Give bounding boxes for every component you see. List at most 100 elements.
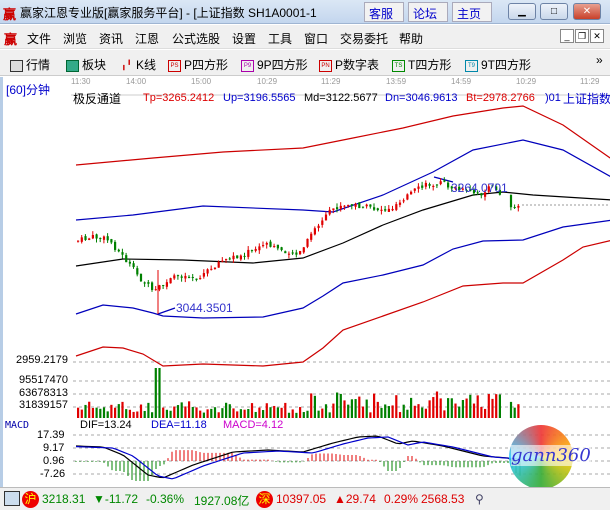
volume-axis-label: 95517470 [19,374,68,386]
mdi-restore-button[interactable]: ❐ [575,29,589,43]
volume-bar [428,400,431,418]
sz-index: 10397.05 [276,492,327,506]
volume-bar [435,391,439,418]
chart-panel[interactable]: [60]分钟 11:30 14:00 15:00 10:29 11:29 13:… [0,77,610,489]
mdi-close-button[interactable]: ✕ [590,29,604,43]
toolbar-9t-square[interactable]: T9 9T四方形 [465,56,531,73]
candle-body [250,250,254,252]
candle-body [91,235,94,239]
menu-file[interactable]: 文件 [27,32,52,46]
volume-bar [406,409,409,418]
menu-trade[interactable]: 交易委托 [340,32,389,46]
menu-formula[interactable]: 公式选股 [172,32,221,46]
menu-help[interactable]: 帮助 [399,32,424,46]
toolbar-label: 板块 [82,58,107,72]
symbol-name: 上证指数 [563,92,610,106]
sh-percent: -0.36% [146,492,185,506]
forum-link[interactable]: 论坛 [408,2,448,22]
candle-body [132,263,135,268]
volume-bar [258,407,261,418]
candle-body [461,188,464,190]
tp-band-line [75,105,610,166]
toolbar-more-icon[interactable]: » [596,53,603,67]
volume-bar [306,410,309,418]
period-label[interactable]: [60]分钟 [6,83,51,97]
mdi-minimize-button[interactable]: _ [560,29,574,43]
volume-bar [125,409,128,418]
candle-body [106,236,109,241]
candle-body [495,186,498,191]
calendar-icon[interactable] [4,491,20,506]
close-button[interactable]: ✕ [573,3,601,20]
candle-body [395,204,398,210]
candle-body [306,238,309,247]
candle-body [199,278,202,280]
home-link[interactable]: 主页 [452,2,492,22]
volume-bar [162,407,165,418]
menu-gann[interactable]: 江恩 [135,32,160,46]
candle-body [180,276,183,278]
volume-bar [380,407,383,418]
menu-window[interactable]: 窗口 [304,32,329,46]
volume-bar [361,406,365,418]
volume-bar [232,408,235,418]
candle-body [273,245,276,247]
volume-bar [117,404,120,418]
candle-body [373,207,376,210]
candle-body [513,206,516,208]
menu-news[interactable]: 资讯 [99,32,124,46]
candle-body [80,237,83,242]
volume-bar [376,401,379,418]
service-link[interactable]: 客服 [364,2,404,22]
toolbar-quotes[interactable]: 行情 [10,56,50,73]
candle-body [84,236,87,240]
candle-body [413,188,416,191]
sh-change: ▼-11.72 [93,492,139,506]
time-label: 10:29 [516,77,537,86]
toolbar-p-table[interactable]: PN P数字表 [319,56,379,73]
maximize-button[interactable]: □ [540,3,568,20]
toolbar-label: 9P四方形 [257,58,308,72]
volume-bar [195,407,198,418]
candle-body [454,186,457,189]
volume-bar [106,411,109,418]
menu-tools[interactable]: 工具 [268,32,293,46]
volume-bar [173,406,176,418]
price-axis-label: 2959.2179 [16,354,68,366]
time-label: 14:00 [126,77,147,86]
volume-bar [413,405,416,418]
candle-body [117,249,120,252]
volume-bar [517,404,520,418]
toolbar-t-square[interactable]: TS T四方形 [392,56,451,73]
volume-bar [513,407,516,418]
sh-badge: 沪 [22,491,39,508]
menu-settings[interactable]: 设置 [232,32,257,46]
time-label: 15:00 [191,77,212,86]
toolbar-kline[interactable]: ╻╹ K线 [120,56,156,73]
md-value: Md=3122.5677 [304,92,378,104]
candle-body [447,182,450,188]
volume-bar [461,399,464,418]
time-label: 13:59 [386,77,407,86]
volume-bar [417,404,420,418]
toolbar-9p-square[interactable]: P9 9P四方形 [241,56,308,73]
volume-bar [439,398,442,418]
toolbar-p-square[interactable]: PS P四方形 [168,56,228,73]
menu-browse[interactable]: 浏览 [63,32,88,46]
candle-body [369,204,372,207]
volume-bar [299,407,302,418]
toolbar-label: 行情 [26,58,51,72]
candle-body [188,276,191,278]
title-bar: 赢 赢家江恩专业版[赢家服务平台] - [上证指数 SH1A0001-1 客服 … [0,0,610,24]
candle-body [406,194,409,200]
sz-percent: 0.29% [384,492,419,506]
minimize-button[interactable]: ▁ [508,3,536,20]
volume-bar [509,401,513,418]
volume-bar [188,401,191,418]
toolbar-sectors[interactable]: 板块 [66,56,106,73]
candle-body [387,208,390,212]
volume-bar [276,407,279,418]
status-bar: 沪 3218.31 ▼-11.72 -0.36% 1927.08亿 深 1039… [0,487,610,510]
volume-bar [247,408,250,418]
candle-body [343,205,346,207]
